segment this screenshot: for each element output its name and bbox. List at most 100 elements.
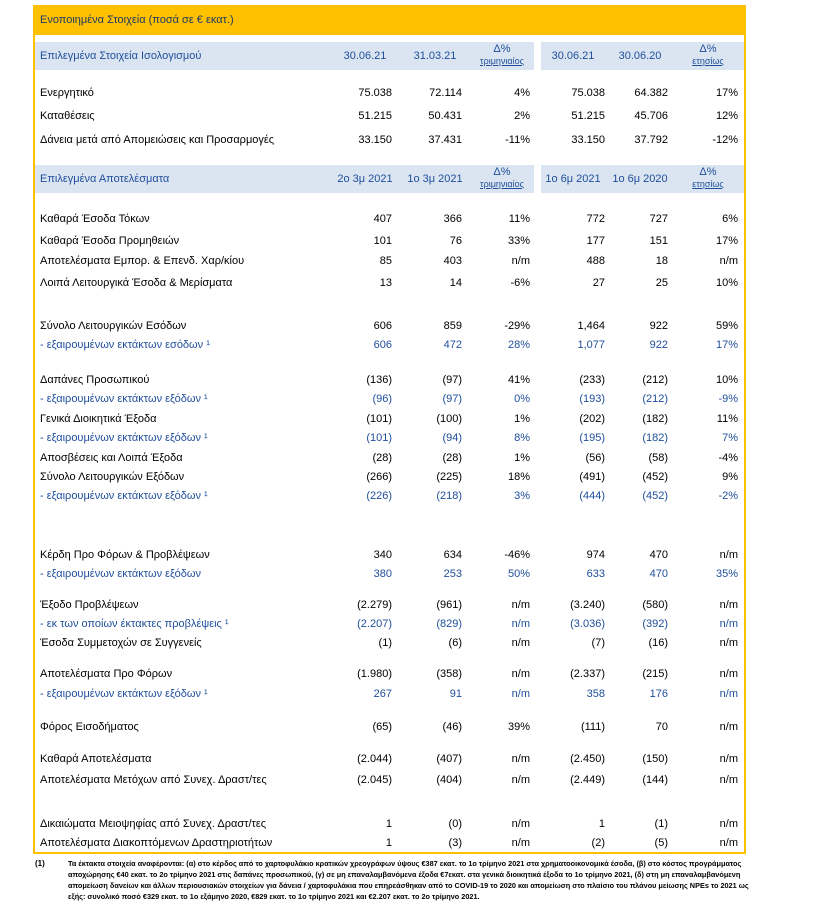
- row-label: Αποσβέσεις και Λοιπά Έξοδα: [40, 452, 183, 464]
- cell-value: 14: [449, 277, 462, 289]
- cell-value: (1.980): [357, 668, 392, 680]
- cell-value: 1%: [514, 452, 530, 464]
- cell-value: n/m: [719, 668, 738, 680]
- cell-value: (452): [642, 490, 668, 502]
- cell-value: 17%: [715, 235, 738, 247]
- cell-value: (226): [366, 490, 392, 502]
- cell-value: 470: [649, 549, 668, 561]
- cell-value: 39%: [507, 721, 530, 733]
- cell-value: (97): [442, 393, 462, 405]
- cell-value: 859: [443, 320, 462, 332]
- cell-value: 772: [586, 213, 605, 225]
- cell-value: (444): [579, 490, 605, 502]
- row-label: Κέρδη Προ Φόρων & Προβλέψεων: [40, 549, 210, 561]
- cell-value: (193): [579, 393, 605, 405]
- cell-value: 35%: [715, 568, 738, 580]
- cell-value: 3%: [514, 490, 530, 502]
- cell-value: 75.038: [571, 87, 605, 99]
- cell-value: (7): [591, 637, 605, 649]
- column-header: Δ% ετησίως: [668, 166, 748, 190]
- cell-value: 33.150: [358, 134, 392, 146]
- row-label: - εξαιρουμένων εκτάκτων εξόδων ¹: [40, 490, 208, 502]
- cell-value: (404): [436, 774, 462, 786]
- row-label: Καταθέσεις: [40, 110, 95, 122]
- row-label: Έσοδα Συμμετοχών σε Συγγενείς: [40, 637, 202, 649]
- row-label: Δαπάνες Προσωπικού: [40, 374, 150, 386]
- cell-value: 488: [586, 255, 605, 267]
- column-header: Δ% τριμηνιαίος: [462, 43, 542, 67]
- cell-value: n/m: [511, 818, 530, 830]
- cell-value: 606: [373, 320, 392, 332]
- cell-value: 177: [586, 235, 605, 247]
- cell-value: 50%: [507, 568, 530, 580]
- cell-value: (1): [654, 818, 668, 830]
- header-label: Επιλεγμένα Αποτελέσματα: [40, 173, 170, 185]
- cell-value: 634: [443, 549, 462, 561]
- cell-value: (491): [579, 471, 605, 483]
- left-border: [33, 5, 35, 853]
- cell-value: (215): [642, 668, 668, 680]
- column-header: 1ο 6μ 2021: [545, 173, 601, 185]
- cell-value: 51.215: [571, 110, 605, 122]
- cell-value: n/m: [719, 618, 738, 630]
- cell-value: (452): [642, 471, 668, 483]
- cell-value: n/m: [511, 837, 530, 849]
- row-label: Δικαιώματα Μειοψηφίας από Συνεχ. Δραστ/τ…: [40, 818, 267, 830]
- bottom-border: [33, 852, 746, 854]
- footnote-marker: (1): [35, 859, 45, 868]
- cell-value: n/m: [719, 753, 738, 765]
- title: Ενοποιημένα Στοιχεία (ποσά σε € εκατ.): [40, 14, 234, 26]
- cell-value: (28): [372, 452, 392, 464]
- cell-value: 472: [443, 339, 462, 351]
- column-header: Δ% ετησίως: [668, 43, 748, 67]
- cell-value: 1: [385, 837, 392, 849]
- cell-value: 8%: [514, 432, 530, 444]
- cell-value: 267: [373, 688, 392, 700]
- column-header: 1ο 3μ 2021: [407, 173, 463, 185]
- row-label: - εξαιρουμένων εκτάκτων εξόδων ¹: [40, 393, 208, 405]
- cell-value: 7%: [722, 432, 738, 444]
- cell-value: (100): [436, 413, 462, 425]
- cell-value: -11%: [505, 134, 530, 146]
- cell-value: (2.449): [570, 774, 605, 786]
- column-header: 30.06.21: [551, 50, 595, 62]
- cell-value: 1,464: [577, 320, 605, 332]
- cell-value: 11%: [716, 413, 738, 425]
- cell-value: n/m: [719, 818, 738, 830]
- cell-value: 91: [449, 688, 462, 700]
- cell-value: (358): [436, 668, 462, 680]
- cell-value: 1%: [514, 413, 530, 425]
- cell-value: n/m: [719, 721, 738, 733]
- cell-value: n/m: [511, 599, 530, 611]
- header-band: [35, 165, 534, 193]
- cell-value: 18: [655, 255, 668, 267]
- column-header-top: Δ%: [699, 43, 717, 55]
- cell-value: 85: [379, 255, 392, 267]
- row-label: Αποτελέσματα Προ Φόρων: [40, 668, 173, 680]
- column-header-top: Δ%: [493, 166, 511, 178]
- cell-value: n/m: [511, 618, 530, 630]
- cell-value: 253: [443, 568, 462, 580]
- cell-value: 633: [586, 568, 605, 580]
- cell-value: (94): [442, 432, 462, 444]
- cell-value: n/m: [719, 549, 738, 561]
- cell-value: 380: [373, 568, 392, 580]
- column-header: 1ο 6μ 2020: [612, 173, 668, 185]
- cell-value: 41%: [507, 374, 530, 386]
- cell-value: (212): [642, 374, 668, 386]
- cell-value: n/m: [719, 688, 738, 700]
- cell-value: 75.038: [358, 87, 392, 99]
- cell-value: 470: [649, 568, 668, 580]
- column-header: 30.06.21: [343, 50, 387, 62]
- cell-value: (3): [448, 837, 462, 849]
- cell-value: 25: [655, 277, 668, 289]
- cell-value: (195): [579, 432, 605, 444]
- header-band: [541, 165, 744, 193]
- cell-value: 974: [586, 549, 605, 561]
- row-label: Δάνεια μετά από Απομειώσεις και Προσαρμο…: [40, 134, 275, 146]
- cell-value: (16): [648, 637, 668, 649]
- header-label: Επιλεγμένα Στοιχεία Ισολογισμού: [40, 50, 202, 62]
- cell-value: n/m: [511, 688, 530, 700]
- cell-value: 727: [649, 213, 668, 225]
